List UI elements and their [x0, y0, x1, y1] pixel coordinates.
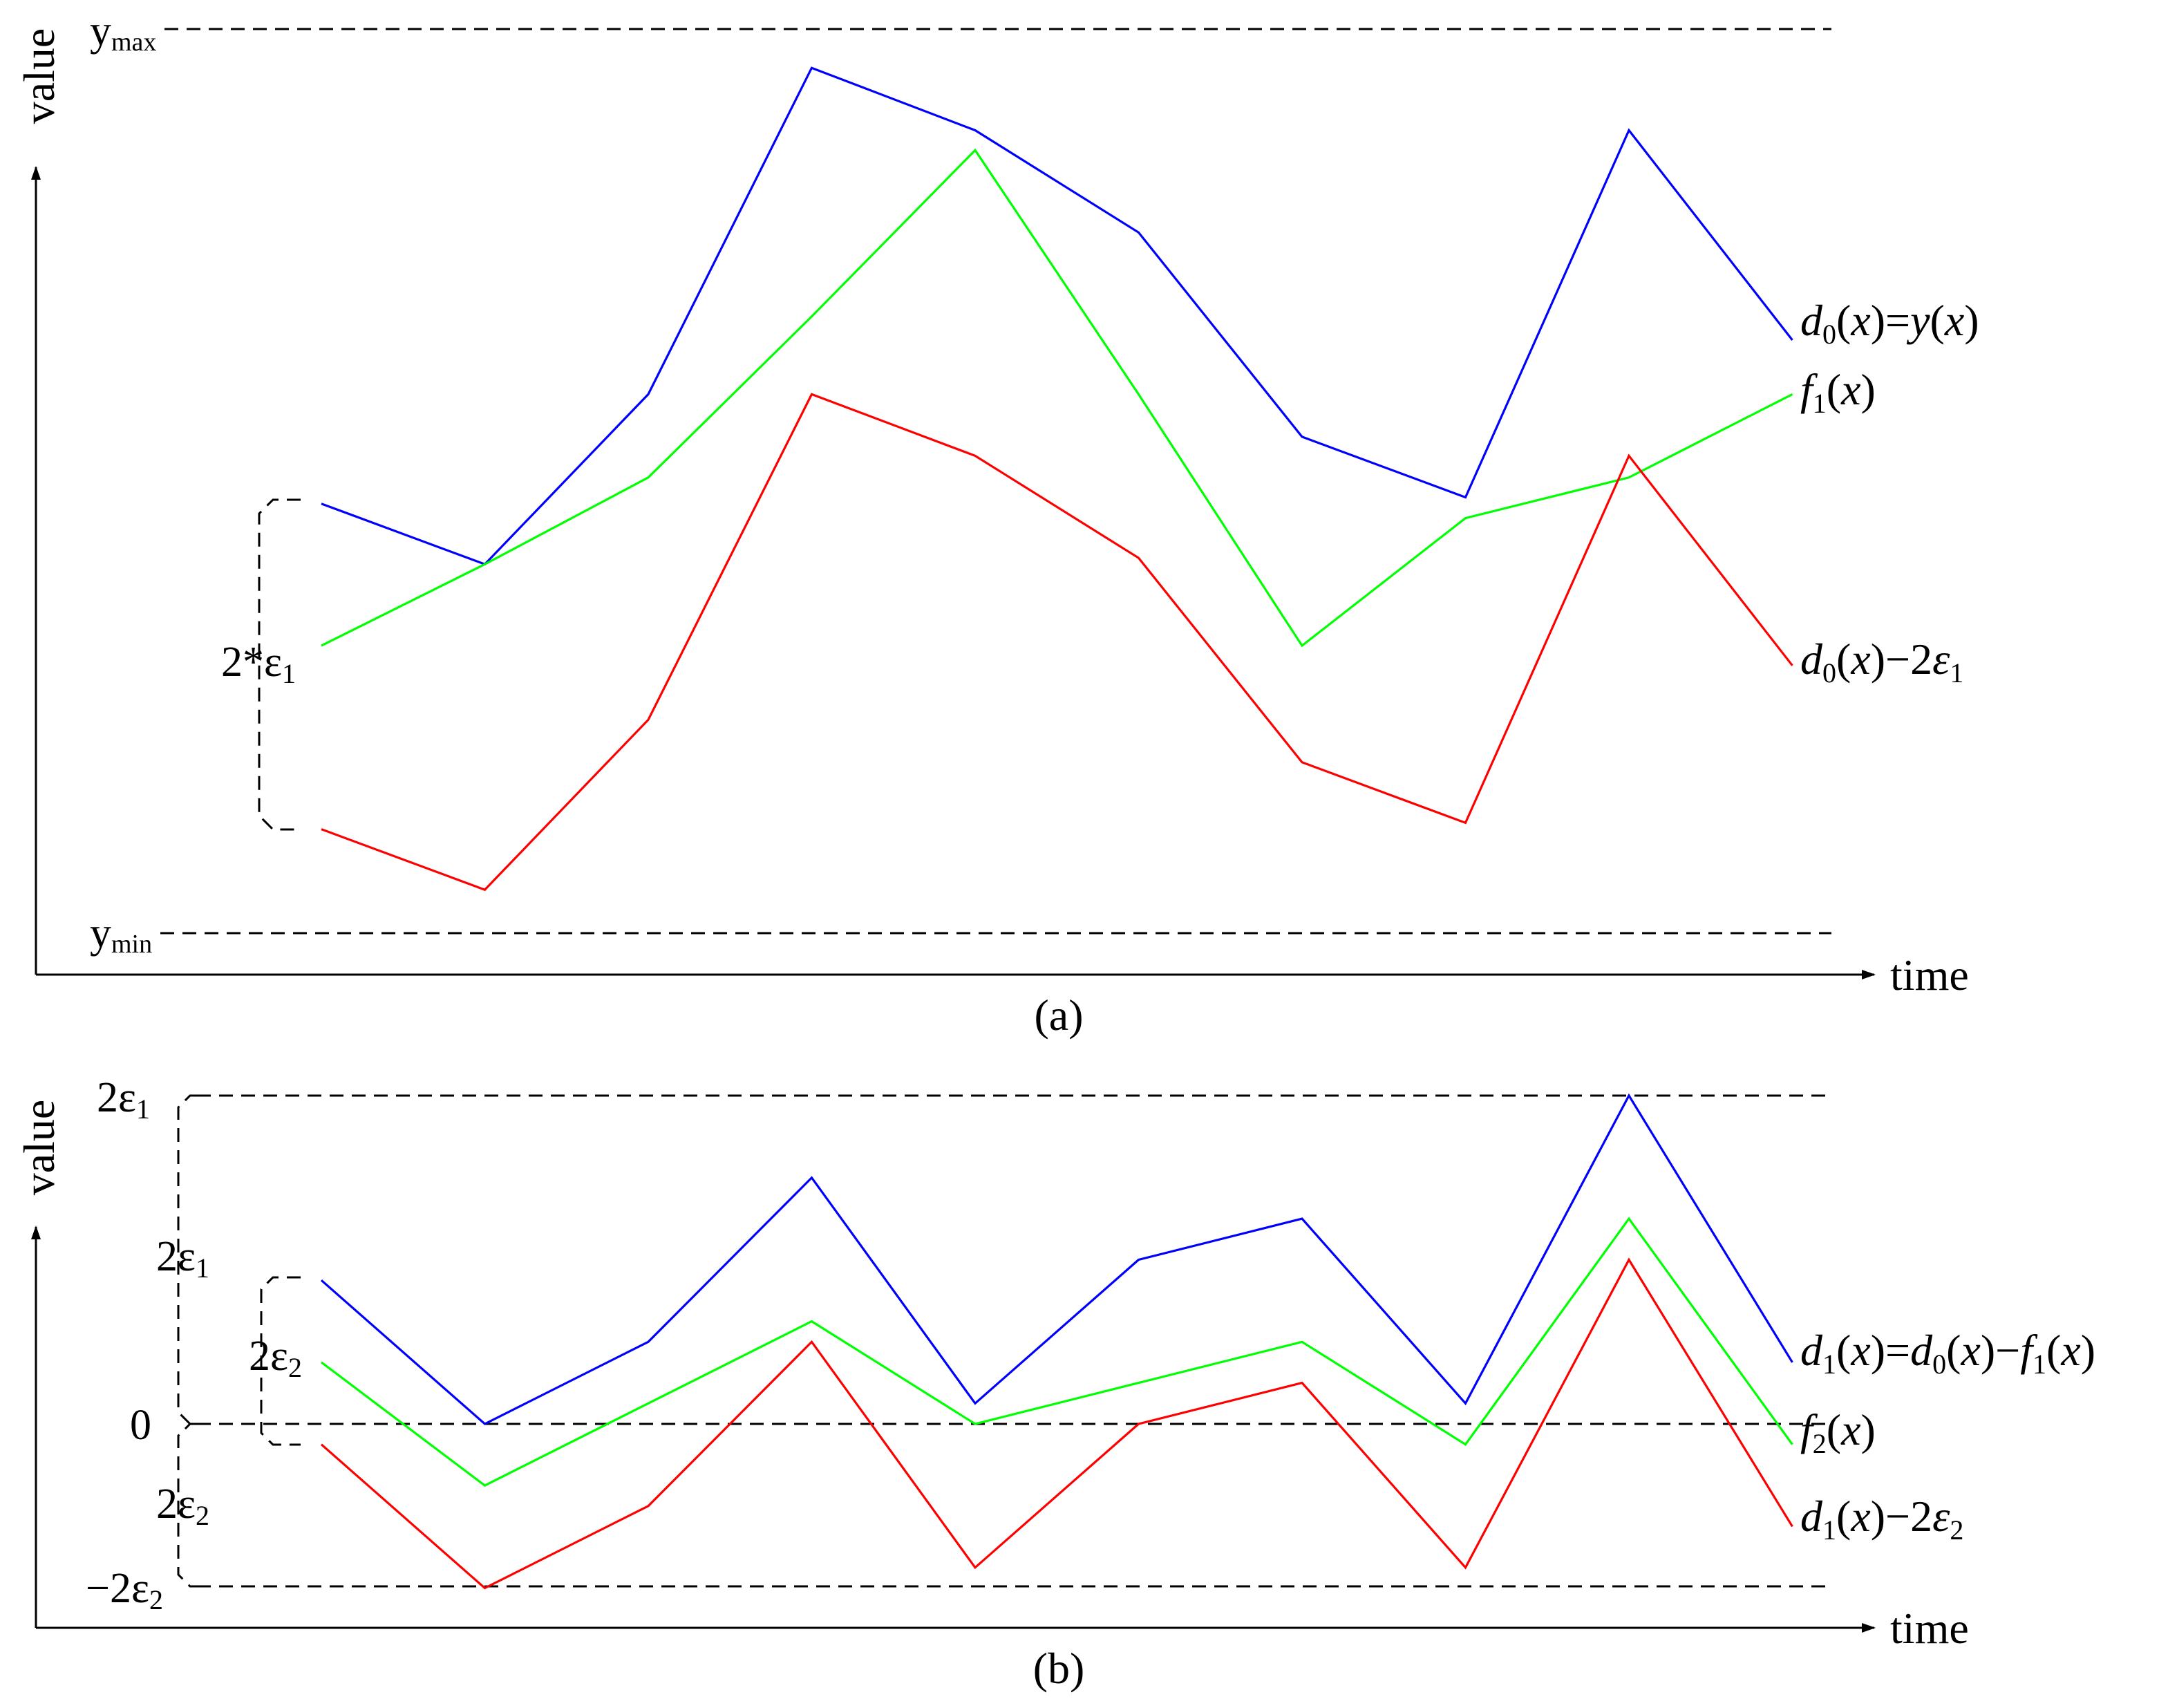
panel-a-series — [321, 66, 1793, 892]
two-epsilon1-left-bracket — [177, 1094, 197, 1425]
panel-a-reference-lines: ymax ymin — [90, 8, 1831, 959]
two-epsilon2-left-bracket-label: 2ε2 — [156, 1481, 209, 1531]
two-epsilon1-left-bracket-label: 2ε1 — [156, 1233, 209, 1284]
zero-level-label: 0 — [130, 1402, 151, 1449]
panel-b-series-line-0 — [320, 1093, 1793, 1425]
two-epsilon2-left-bracket — [177, 1423, 197, 1588]
panel-b-series-line-2 — [320, 1257, 1793, 1590]
panel-a-legend-label-1: f1(x) — [1800, 365, 1876, 419]
panel-b-caption: (b) — [1033, 1644, 1085, 1693]
panel-b-legend-label-2: d1(x)−2ε2 — [1800, 1492, 1963, 1546]
two-epsilon1-level-label: 2ε1 — [97, 1074, 150, 1125]
panel-b-legend-label-1: f2(x) — [1800, 1405, 1876, 1459]
panel-a-legend-label-0: d0(x)=y(x) — [1800, 296, 1979, 350]
two-epsilon1-bracket — [258, 498, 301, 831]
panel-b-series-line-1 — [321, 1217, 1793, 1487]
panel-a-series-line-0 — [321, 66, 1793, 566]
panel-a-x-axis-title: time — [1890, 950, 1969, 1000]
two-epsilon2-inner-bracket — [260, 1276, 301, 1446]
panel-b-x-axis-title: time — [1890, 1604, 1969, 1653]
panel-b-reference-lines: 2ε1 0 −2ε2 — [86, 1074, 1831, 1615]
panel-a-bracket: 2*ε1 — [221, 498, 301, 831]
panel-a-caption: (a) — [1034, 991, 1083, 1040]
panel-a-legend: d0(x)=y(x) f1(x) d0(x)−2ε1 — [1800, 296, 1979, 688]
two-epsilon1-bracket-label: 2*ε1 — [221, 639, 296, 689]
panel-b-legend: d1(x)=d0(x)−f1(x) f2(x) d1(x)−2ε2 — [1800, 1326, 2095, 1546]
panel-b-brackets: 2ε1 2ε2 2ε2 — [156, 1094, 302, 1588]
ymin-label: ymin — [90, 910, 152, 959]
panel-a-axes: value time (a) — [15, 28, 1969, 1040]
two-epsilon2-inner-bracket-label: 2ε2 — [249, 1333, 302, 1383]
neg-two-epsilon2-level-label: −2ε2 — [86, 1565, 163, 1615]
panel-b-series — [320, 1093, 1793, 1590]
panel-a-legend-label-2: d0(x)−2ε1 — [1800, 635, 1963, 688]
panel-b-axes: value time (b) — [15, 1100, 1969, 1693]
panel-a-series-line-1 — [321, 148, 1793, 648]
panel-a-series-line-2 — [321, 393, 1793, 892]
ymax-label: ymax — [90, 8, 156, 57]
panel-b: value time (b) 2ε1 0 −2ε2 2ε1 2ε2 2ε2 d1… — [15, 1074, 2095, 1693]
panel-a-y-axis-title: value — [15, 28, 64, 124]
panel-b-legend-label-0: d1(x)=d0(x)−f1(x) — [1800, 1326, 2095, 1380]
panel-a: value time (a) ymax ymin 2*ε1 d0(x)=y(x)… — [15, 8, 1979, 1040]
panel-b-y-axis-title: value — [15, 1100, 64, 1196]
